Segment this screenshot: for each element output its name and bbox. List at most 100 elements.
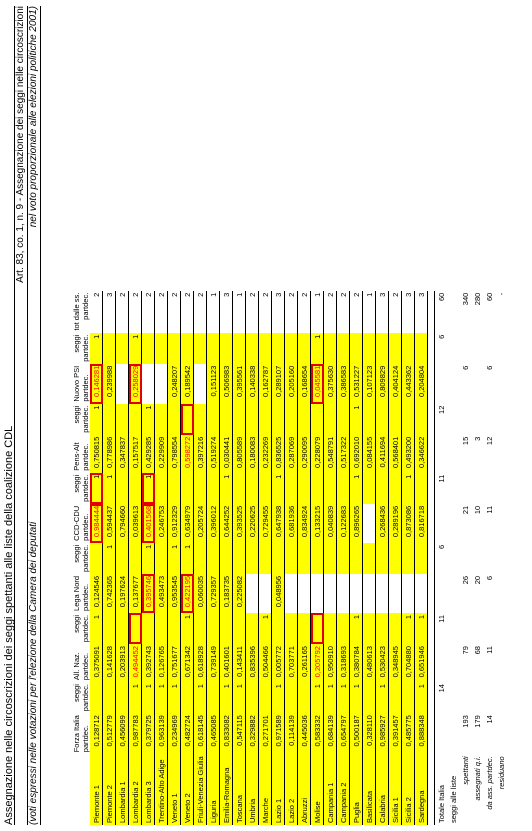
- region-name: Veneto 1: [167, 754, 181, 825]
- fraction-cell: 0,395561: [232, 363, 246, 404]
- summary-cell: 14: [434, 682, 447, 714]
- summary-total: 340: [460, 292, 470, 306]
- fraction-cell: 0,151123: [206, 363, 220, 404]
- seat-cell: [401, 403, 415, 435]
- seat-cell: [310, 472, 324, 504]
- fraction-cell: 0,204804: [414, 363, 428, 404]
- fraction-cell: 0,220625: [245, 503, 259, 543]
- total-cell: 1: [206, 290, 220, 333]
- seat-cell: [206, 472, 220, 504]
- seat-cell: [115, 542, 129, 574]
- table-row: Marche 0,271701 0,504466 1 0,729455 0,232269 0…: [258, 290, 272, 825]
- fraction-cell: [414, 573, 428, 613]
- seat-cell: [154, 403, 168, 435]
- fraction-cell: 0,644252: [219, 503, 233, 543]
- fraction-cell: 0,594437: [102, 503, 116, 543]
- fraction-cell: 0,347837: [115, 434, 129, 473]
- total-cell: 2: [388, 290, 402, 333]
- seat-cell: [375, 403, 389, 435]
- seat-cell: 1: [401, 612, 415, 645]
- region-name: Calabria: [375, 754, 389, 825]
- party-name: Pens-Alt: [72, 442, 81, 471]
- seat-header: seggi partdec.: [52, 613, 90, 644]
- fraction-cell: 0,568401: [388, 434, 402, 473]
- fraction-cell: 0,290095: [297, 434, 311, 473]
- region-name: Molise: [310, 754, 324, 825]
- fraction-cell: 0,888348: [414, 713, 428, 755]
- party-subheader: partdec.: [81, 583, 90, 611]
- summary-cell: [434, 713, 447, 755]
- fraction-cell: 0,205792: [310, 644, 324, 683]
- region-name: Sicilia 2: [401, 754, 415, 825]
- fraction-cell: 0,289196: [388, 503, 402, 543]
- seat-cell: [388, 612, 402, 645]
- seat-cell: [167, 472, 181, 504]
- fraction-cell: 0,583332: [310, 713, 324, 755]
- fraction-cell: [115, 363, 129, 404]
- total-cell: 1: [362, 290, 376, 333]
- seat-cell: [284, 332, 298, 364]
- seat-cell: 1: [349, 472, 363, 504]
- party-subheader: partdec.: [81, 652, 90, 681]
- seat-cell: [245, 403, 259, 435]
- party-name: CCD-CDU: [72, 505, 81, 541]
- table-row: Abruzzi 0,445036 0,261165 0,834924 0,290095 0…: [297, 290, 311, 825]
- seat-cell: [258, 542, 272, 574]
- summary-cell: [447, 543, 459, 574]
- seat-header: seggi partdec.: [52, 473, 90, 504]
- fraction-cell: 0,005772: [271, 644, 285, 683]
- seat-cell: 1: [258, 612, 272, 645]
- fraction-cell: 0,684139: [323, 713, 337, 755]
- summary-cell: [447, 473, 459, 504]
- table-row: Lombardia 3 0,379725 1 0,392743 0,395746 1 0,4…: [141, 290, 155, 825]
- fraction-cell: 0,681936: [284, 503, 298, 543]
- seat-cell: [336, 612, 350, 645]
- seat-cell: [362, 682, 376, 714]
- fraction-cell: 0,692010: [349, 434, 363, 473]
- seat-allocation-table: Forza Italia partdec. seggi partdec. All. Na…: [52, 290, 507, 825]
- party-subheader: partdec.: [81, 443, 90, 471]
- seat-cell: [115, 682, 129, 714]
- fraction-cell: 0,396012: [206, 503, 220, 543]
- seat-cell: [336, 403, 350, 435]
- party-header: Lega Nord partdec.: [52, 574, 90, 613]
- seat-cell: [167, 612, 181, 645]
- seat-cell: [297, 472, 311, 504]
- fraction-cell: 0,228079: [310, 434, 324, 473]
- seat-cell: [349, 332, 363, 364]
- seat-label: seggi: [72, 544, 81, 563]
- seat-cell: [102, 682, 116, 714]
- seat-cell: [193, 542, 207, 574]
- fraction-cell: 0,834924: [297, 503, 311, 543]
- table-row: Basilicata 0,328110 0,480613 0,084155 0,1071…: [362, 290, 376, 825]
- seat-cell: [401, 542, 415, 574]
- seat-cell: [362, 332, 376, 364]
- fraction-cell: 0,794660: [115, 503, 129, 543]
- seat-cell: [128, 403, 142, 435]
- fraction-cell: [362, 503, 376, 543]
- fraction-cell: 0,703771: [284, 644, 298, 683]
- summary-cell: [459, 473, 471, 504]
- fraction-cell: 0,512779: [102, 713, 116, 755]
- fraction-cell: 0,137677: [128, 573, 142, 613]
- fraction-cell: 0,896265: [349, 503, 363, 543]
- fraction-cell: 0,485775: [401, 713, 415, 755]
- seat-cell: 1: [271, 472, 285, 504]
- fraction-cell: [336, 573, 350, 613]
- seat-cell: [219, 612, 233, 645]
- fraction-cell: 0,963139: [154, 713, 168, 755]
- party-header: CCD-CDU partdec.: [52, 504, 90, 543]
- summary-cell: [483, 404, 495, 435]
- seat-cell: 1: [167, 542, 181, 574]
- fraction-cell: 0,261165: [297, 644, 311, 683]
- fraction-cell: 0,180083: [245, 434, 259, 473]
- region-name: Campania 2: [336, 754, 350, 825]
- seat-cell: [362, 542, 376, 574]
- seat-label: seggi: [72, 684, 81, 703]
- region-name: Lombardia 1: [115, 754, 129, 825]
- fraction-cell: 0,375630: [323, 363, 337, 404]
- seat-cell: [388, 332, 402, 364]
- summary-cell: 26: [460, 575, 470, 585]
- fraction-cell: 0,984444: [90, 503, 103, 543]
- fraction-cell: 0,504466: [258, 644, 272, 683]
